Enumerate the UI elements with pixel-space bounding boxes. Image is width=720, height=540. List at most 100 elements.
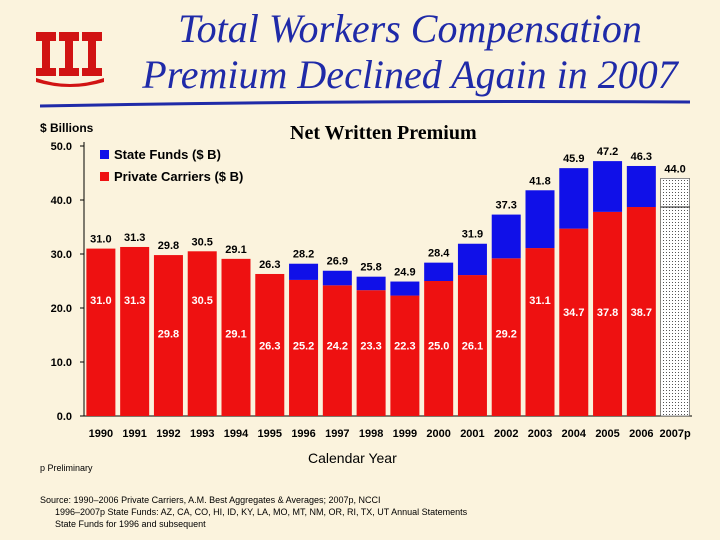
bar-state-funds	[356, 276, 386, 291]
legend-swatch-state	[100, 150, 109, 159]
data-label-total: 26.3	[259, 259, 280, 271]
bar-state-funds	[593, 161, 623, 212]
source-line-2: 1996–2007p State Funds: AZ, CA, CO, HI, …	[55, 507, 468, 517]
data-label-total: 28.2	[293, 249, 314, 261]
data-label-total: 26.9	[327, 256, 348, 268]
bar-state-funds	[660, 178, 690, 208]
data-label-private: 31.3	[124, 295, 145, 307]
bar-state-funds	[559, 168, 589, 229]
x-tick-label: 2000	[426, 428, 450, 440]
data-label-private: 30.5	[192, 295, 213, 307]
data-label-private: 26.1	[462, 341, 483, 353]
bar-private-carriers	[660, 206, 690, 417]
bar-state-funds	[289, 263, 319, 280]
bar-state-funds	[390, 281, 420, 296]
data-label-private: 31.0	[90, 295, 111, 307]
data-label-total: 46.3	[631, 151, 652, 163]
data-label-private: 38.7	[631, 307, 652, 319]
x-tick-label: 1991	[122, 428, 146, 440]
data-label-total: 31.0	[90, 234, 111, 246]
x-tick-label: 2001	[460, 428, 484, 440]
title-underline	[40, 100, 690, 108]
data-label-total: 45.9	[563, 153, 584, 165]
data-label-total: 28.4	[428, 248, 450, 260]
page-title: Total Workers Compensation Premium Decli…	[110, 6, 710, 98]
data-label-private: 26.3	[259, 341, 280, 353]
x-tick-label: 1995	[258, 428, 282, 440]
bar-private-carriers	[255, 273, 285, 416]
x-tick-label: 2005	[595, 428, 619, 440]
data-label-private: 24.2	[327, 341, 348, 353]
legend-label-private: Private Carriers ($ B)	[114, 169, 243, 184]
x-tick-label: 1992	[156, 428, 180, 440]
data-label-total: 25.8	[360, 262, 381, 274]
iii-logo-icon	[36, 32, 104, 87]
x-tick-label: 1996	[291, 428, 315, 440]
source-note: Source: 1990–2006 Private Carriers, A.M.…	[40, 494, 467, 530]
y-tick-label: 20.0	[51, 303, 72, 315]
data-label-private: 34.7	[563, 307, 584, 319]
bar-private-carriers	[356, 290, 386, 416]
data-label-total: 41.8	[529, 175, 550, 187]
x-tick-label: 2003	[528, 428, 552, 440]
net-written-premium-chart: 0.0 10.0 20.0 30.0 40.0 50.0 1990 31.0 31.0 1991 3…	[51, 141, 692, 440]
x-axis-label: Calendar Year	[308, 450, 397, 466]
bar-private-carriers	[390, 295, 420, 416]
title-line-2: Premium Declined Again in 2007	[142, 52, 678, 97]
bar-private-carriers	[424, 281, 454, 416]
bar-private-carriers	[221, 258, 251, 416]
data-label-total: 31.9	[462, 229, 483, 241]
x-tick-label: 2007p	[660, 428, 691, 440]
y-tick-label: 40.0	[51, 195, 72, 207]
y-tick-label: 10.0	[51, 357, 72, 369]
bar-private-carriers	[322, 285, 352, 416]
bar-private-carriers	[593, 211, 623, 416]
bar-private-carriers	[525, 248, 555, 416]
bar-private-carriers	[559, 228, 589, 416]
bar-state-funds	[491, 214, 521, 259]
data-label-private: 31.1	[529, 295, 550, 307]
bar-private-carriers	[187, 251, 217, 416]
data-label-private: 29.2	[496, 329, 517, 341]
source-line-3: State Funds for 1996 and subsequent	[55, 519, 206, 529]
data-label-total: 24.9	[394, 267, 415, 279]
data-label-total: 29.8	[158, 240, 179, 252]
x-tick-label: 2002	[494, 428, 518, 440]
data-label-total: 29.1	[225, 244, 246, 256]
source-line-1: Source: 1990–2006 Private Carriers, A.M.…	[40, 495, 381, 505]
x-tick-label: 1994	[224, 428, 249, 440]
bar-private-carriers	[86, 248, 116, 416]
data-label-total: 31.3	[124, 232, 145, 244]
bar-state-funds	[424, 262, 454, 281]
legend-swatch-private	[100, 172, 109, 181]
y-tick-label: 30.0	[51, 249, 72, 261]
x-tick-label: 1998	[359, 428, 383, 440]
data-label-private: 25.2	[293, 341, 314, 353]
bar-private-carriers	[120, 246, 150, 416]
bar-state-funds	[525, 190, 555, 249]
bar-private-carriers	[491, 258, 521, 416]
bar-state-funds	[626, 165, 656, 208]
x-tick-label: 2004	[562, 428, 587, 440]
bar-state-funds	[322, 270, 352, 286]
bar-private-carriers	[153, 255, 183, 416]
chart-title: Net Written Premium	[290, 122, 477, 144]
data-label-private: 25.0	[428, 341, 449, 353]
data-label-private: 29.8	[158, 329, 179, 341]
y-tick-label: 0.0	[57, 411, 72, 423]
data-label-private: 23.3	[360, 341, 381, 353]
data-label-total: 47.2	[597, 146, 618, 158]
data-label-private: 37.8	[597, 307, 618, 319]
bar-private-carriers	[457, 275, 487, 416]
data-label-private: 22.3	[394, 341, 415, 353]
x-tick-label: 2006	[629, 428, 653, 440]
data-label-private: 29.1	[225, 329, 246, 341]
data-label-total: 37.3	[496, 200, 517, 212]
legend-label-state: State Funds ($ B)	[114, 147, 221, 162]
y-axis-unit-label: $ Billions	[40, 121, 94, 135]
x-tick-label: 1993	[190, 428, 214, 440]
x-tick-label: 1999	[393, 428, 417, 440]
x-tick-label: 1990	[89, 428, 113, 440]
bar-state-funds	[457, 243, 487, 276]
title-line-1: Total Workers Compensation	[178, 6, 642, 51]
